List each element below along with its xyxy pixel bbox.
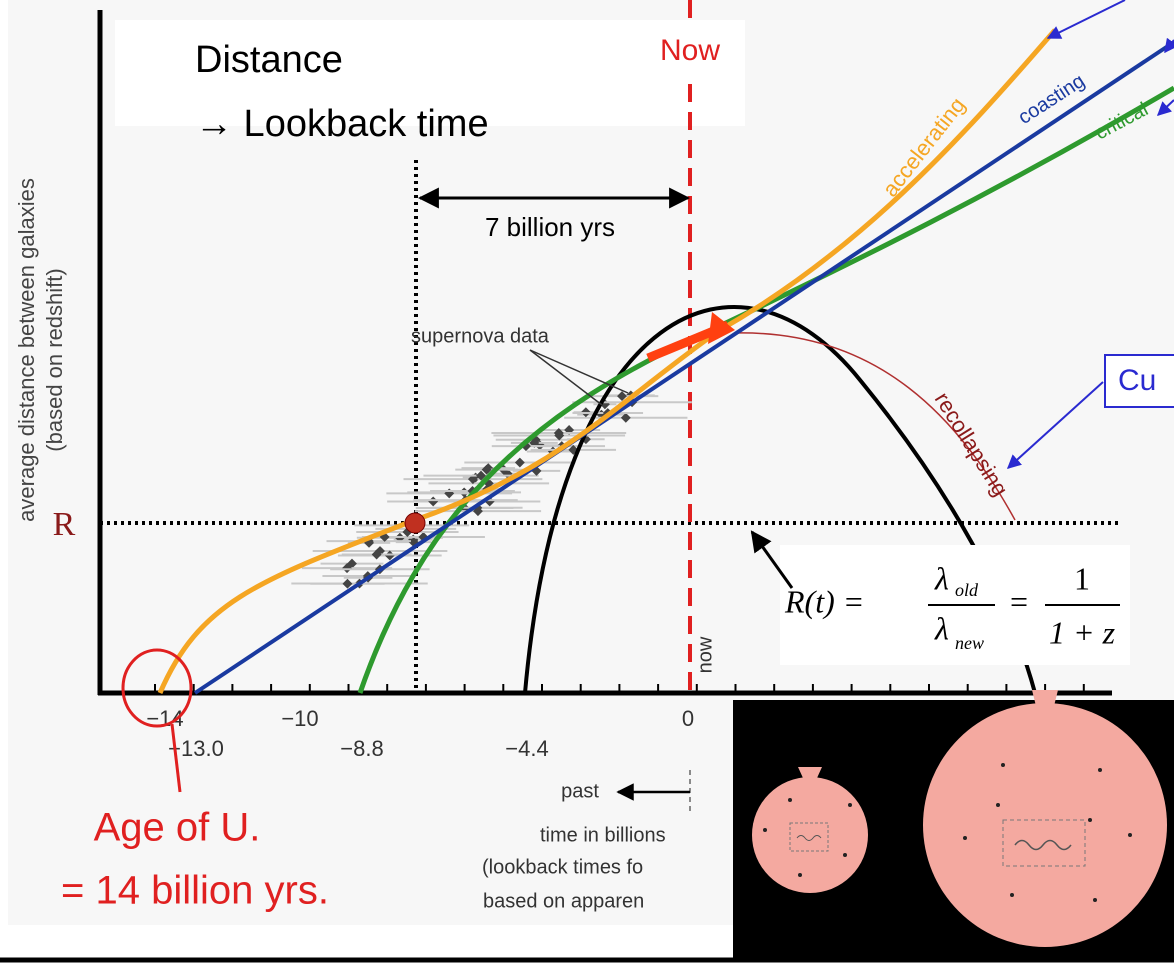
small-balloon: [752, 777, 868, 893]
supernova-label: supernova data: [411, 325, 550, 347]
galaxy-dot: [798, 873, 802, 877]
galaxy-dot: [1088, 818, 1092, 822]
formula-sub: old: [955, 580, 979, 600]
galaxy-dot: [1098, 768, 1102, 772]
page: Distance → Lookback time −14 −10 0 −13.0…: [0, 0, 1174, 965]
galaxy-dot: [996, 803, 1000, 807]
past-label: past: [561, 780, 599, 802]
box-title: Distance: [195, 39, 343, 81]
galaxy-dot: [763, 828, 767, 832]
x-tick-label: −8.8: [340, 736, 383, 761]
age-label: = 14 billion yrs.: [61, 869, 329, 913]
callout: Cu: [1118, 364, 1156, 397]
axis-caption: based on apparen: [483, 890, 644, 912]
galaxy-dot: [788, 798, 792, 802]
formula-denominator: 1 + z: [1049, 614, 1116, 650]
r-label: R: [53, 506, 76, 543]
r-point: [405, 513, 425, 533]
formula-sub: new: [955, 633, 984, 653]
axis-caption: (lookback times fo: [482, 856, 643, 878]
axis-caption: time in billions: [540, 824, 666, 846]
y-axis-label: average distance between galaxies: [14, 178, 39, 522]
formula-lambda: λ: [934, 560, 949, 596]
galaxy-dot: [843, 853, 847, 857]
x-tick-label: −10: [281, 706, 318, 731]
galaxy-dot: [1010, 893, 1014, 897]
large-balloon: [923, 703, 1167, 947]
formula-eq: =: [1010, 583, 1028, 619]
y-axis-label: (based on redshift): [42, 268, 67, 451]
galaxy-dot: [848, 803, 852, 807]
x-tick-label: 0: [682, 706, 694, 731]
now-label: Now: [660, 34, 720, 67]
formula-lambda: λ: [934, 610, 949, 646]
now-axis-label: now: [694, 636, 716, 673]
formula-lhs: R(t) =: [784, 583, 864, 619]
slide: Distance → Lookback time −14 −10 0 −13.0…: [0, 0, 1174, 965]
box-title: → Lookback time: [195, 103, 489, 145]
galaxy-dot: [1128, 833, 1132, 837]
galaxy-dot: [1001, 763, 1005, 767]
balloon-knot: [1032, 690, 1058, 706]
x-tick-label: −4.4: [505, 736, 548, 761]
galaxy-dot: [1093, 898, 1097, 902]
galaxy-dot: [963, 836, 967, 840]
interval-label: 7 billion yrs: [485, 212, 615, 242]
formula-one: 1: [1074, 560, 1090, 596]
age-label: Age of U.: [94, 806, 261, 850]
